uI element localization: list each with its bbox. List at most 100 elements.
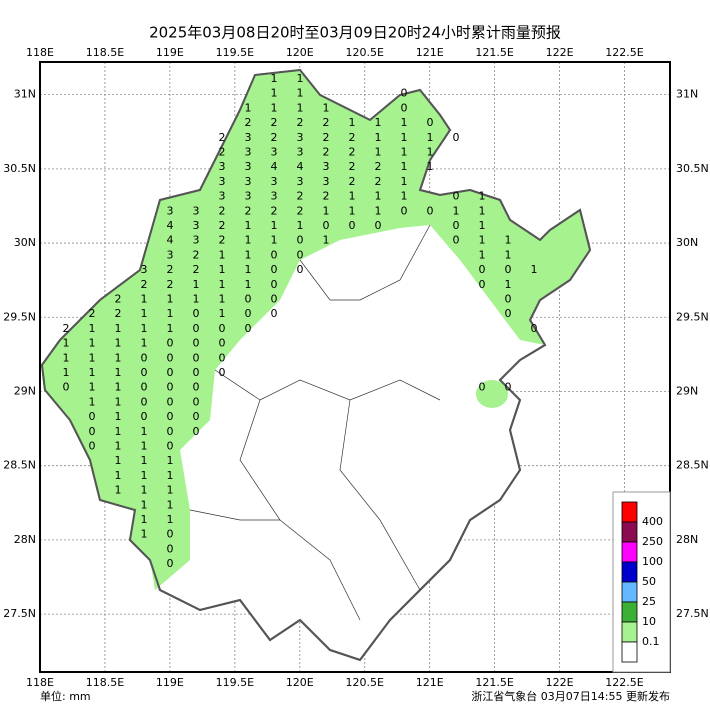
y-tick-label: 28.5N [3, 459, 36, 472]
grid-value: 0 [401, 101, 408, 114]
grid-value: 0 [245, 293, 252, 306]
grid-value: 1 [531, 263, 538, 276]
map-title: 2025年03月08日20时至03月09日20时24小时累计雨量预报 [149, 24, 561, 42]
grid-value: 1 [63, 351, 70, 364]
grid-value: 0 [531, 322, 538, 335]
grid-value: 1 [115, 337, 122, 350]
grid-value: 1 [167, 469, 174, 482]
grid-value: 2 [219, 131, 226, 144]
y-tick-label: 29N [14, 384, 36, 397]
legend-swatch [621, 561, 638, 583]
grid-value: 0 [193, 307, 200, 320]
legend-label: 10 [642, 615, 656, 628]
grid-value: 1 [167, 498, 174, 511]
grid-value: 2 [323, 146, 330, 159]
grid-value: 0 [193, 395, 200, 408]
grid-value: 1 [375, 131, 382, 144]
grid-value: 3 [297, 131, 304, 144]
grid-value: 0 [453, 234, 460, 247]
grid-value: 2 [349, 175, 356, 188]
grid-value: 1 [505, 248, 512, 261]
grid-value: 0 [219, 322, 226, 335]
grid-value: 1 [245, 278, 252, 291]
grid-value: 2 [323, 190, 330, 203]
grid-value: 1 [219, 307, 226, 320]
grid-value: 4 [167, 234, 174, 247]
y-tick-label: 30.5N [3, 162, 36, 175]
grid-value: 3 [323, 175, 330, 188]
y-tick-label: 29.5N [676, 310, 709, 323]
grid-value: 1 [141, 307, 148, 320]
grid-value: 1 [271, 219, 278, 232]
grid-value: 1 [271, 234, 278, 247]
x-tick-label: 119.5E [216, 46, 254, 59]
grid-value: 1 [401, 190, 408, 203]
grid-value: 0 [375, 219, 382, 232]
grid-value: 0 [193, 410, 200, 423]
grid-value: 0 [141, 395, 148, 408]
grid-value: 1 [479, 234, 486, 247]
grid-value: 1 [375, 116, 382, 129]
legend-label: 400 [642, 515, 663, 528]
grid-value: 0 [193, 337, 200, 350]
grid-value: 1 [349, 116, 356, 129]
grid-value: 1 [297, 72, 304, 85]
grid-value: 1 [115, 410, 122, 423]
grid-value: 0 [167, 366, 174, 379]
x-tick-label: 118E [26, 46, 54, 59]
grid-value: 0 [505, 293, 512, 306]
grid-value: 1 [401, 116, 408, 129]
grid-value: 4 [297, 160, 304, 173]
x-tick-label: 120E [286, 676, 314, 689]
grid-value: 0 [193, 322, 200, 335]
grid-value: 1 [89, 395, 96, 408]
grid-value: 1 [167, 513, 174, 526]
grid-value: 1 [271, 72, 278, 85]
grid-value: 0 [141, 381, 148, 394]
grid-value: 1 [219, 293, 226, 306]
grid-value: 2 [219, 204, 226, 217]
grid-value: 1 [89, 337, 96, 350]
grid-value: 1 [427, 146, 434, 159]
grid-value: 1 [401, 131, 408, 144]
grid-value: 0 [219, 366, 226, 379]
grid-value: 0 [297, 263, 304, 276]
footer: 浙江省气象台 03月07日14:55 更新发布 [471, 689, 670, 703]
legend-swatch [621, 581, 638, 603]
grid-value: 2 [115, 293, 122, 306]
grid-value: 1 [141, 322, 148, 335]
grid-value: 1 [375, 204, 382, 217]
grid-value: 0 [245, 307, 252, 320]
grid-value: 1 [63, 337, 70, 350]
grid-value: 3 [219, 160, 226, 173]
x-tick-label: 121E [416, 46, 444, 59]
grid-value: 2 [349, 146, 356, 159]
grid-value: 1 [427, 160, 434, 173]
grid-value: 1 [505, 234, 512, 247]
grid-value: 1 [479, 219, 486, 232]
grid-value: 1 [115, 366, 122, 379]
grid-value: 1 [89, 366, 96, 379]
grid-value: 1 [219, 248, 226, 261]
y-tick-label: 31N [676, 88, 698, 101]
x-tick-label: 118E [26, 676, 54, 689]
grid-value: 2 [167, 278, 174, 291]
grid-value: 1 [141, 454, 148, 467]
grid-value: 1 [115, 381, 122, 394]
grid-value: 2 [115, 307, 122, 320]
grid-value: 0 [297, 248, 304, 261]
grid-value: 0 [167, 337, 174, 350]
x-tick-label: 119E [156, 676, 184, 689]
grid-value: 0 [453, 219, 460, 232]
grid-value: 1 [297, 101, 304, 114]
x-tick-label: 119E [156, 46, 184, 59]
x-tick-label: 122E [546, 46, 574, 59]
grid-value: 1 [479, 204, 486, 217]
grid-value: 2 [193, 248, 200, 261]
grid-value: 1 [349, 204, 356, 217]
x-tick-label: 122.5E [605, 46, 643, 59]
legend-label: 100 [642, 555, 663, 568]
grid-value: 1 [141, 513, 148, 526]
y-tick-label: 31N [14, 88, 36, 101]
